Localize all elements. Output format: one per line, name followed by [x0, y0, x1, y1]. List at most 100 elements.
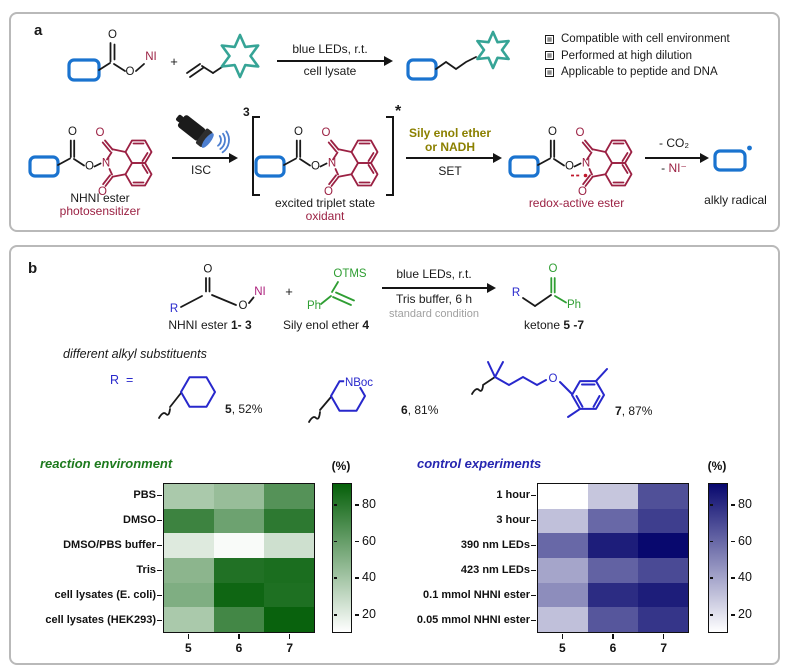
heatmap-cell: [164, 484, 214, 509]
colorbar-tick-mark: [730, 540, 735, 543]
oxygen-atom: O: [294, 126, 303, 138]
axis-tick-mark: [157, 519, 162, 522]
heatmap-cell: [264, 582, 314, 608]
heatmap-cell: [164, 508, 214, 534]
panel-a: [9, 12, 780, 232]
nhni-ester-1-3-structure: R O O NI: [170, 264, 266, 316]
star-tag-icon: [220, 33, 260, 79]
oxygen-atom: O: [549, 263, 558, 275]
colorbar-tick-label: 40: [738, 570, 752, 585]
compound-number: 7: [615, 404, 622, 418]
oxygen-atom: O: [85, 161, 94, 173]
colorbar-tick-mark: [354, 577, 359, 579]
r-equals: R =: [110, 373, 134, 387]
struct3-label: redox-active ester: [528, 196, 625, 210]
heatmap-row-label: DMSO: [123, 513, 156, 526]
nitrogen-atom: N: [102, 158, 110, 170]
feature-item: Compatible with cell environment: [545, 31, 730, 48]
colorbar-tick-mark: [730, 504, 735, 506]
colorbar-tick-mark: [709, 540, 714, 543]
heatmap-row-label: Tris: [136, 563, 156, 576]
b-condition-top: blue LEDs, r.t.: [396, 267, 472, 281]
set-label: SET: [438, 164, 462, 178]
feature-text: Compatible with cell environment: [561, 33, 730, 46]
heatmap-cell: [638, 533, 688, 558]
colorbar-tick-mark: [333, 504, 338, 506]
b-condition-mid: Tris buffer, 6 h: [395, 292, 473, 306]
feature-text: Applicable to peptide and DNA: [561, 66, 718, 79]
heatmap-cell: [638, 557, 688, 583]
heatmap-row-label: 0.1 mmol NHNI ester: [423, 588, 530, 601]
right-bracket: [386, 116, 394, 196]
ketone-label: ketone 5 -7: [498, 318, 610, 333]
colorbar-tick-mark: [730, 613, 735, 616]
axis-tick-mark: [157, 619, 162, 622]
heatmap-row-label: 3 hour: [496, 513, 530, 526]
heatmap-cell: [638, 582, 688, 608]
triplet-coefficient: 3: [243, 105, 250, 119]
alkene-star-reagent: [186, 33, 260, 79]
set-arrow: [406, 152, 502, 163]
struct1-label: NHNI ester: [70, 191, 130, 205]
silyl-enol-ether-structure: Ph OTMS: [307, 268, 367, 312]
heatmap-col-label: 6: [609, 641, 617, 655]
feature-item: Performed at high dilution: [545, 48, 730, 65]
heatmap-cell: [538, 508, 588, 534]
heatmap-row-label: DMSO/PBS buffer: [63, 538, 156, 551]
colorbar-tick-label: 20: [738, 606, 752, 621]
heatmap-col-label: 6: [235, 641, 243, 655]
substituent-6-structure: NBoc: [308, 375, 375, 423]
panel-b-label: b: [28, 260, 38, 277]
colorbar-tick-label: 40: [362, 570, 376, 585]
colorbar-tick-mark: [333, 577, 338, 579]
isc-arrow: [172, 152, 238, 163]
heatmap-cell: [638, 607, 688, 632]
heatmap-cell: [164, 582, 214, 608]
label-text: NHNI ester: [168, 318, 231, 332]
heatmap-cell: [214, 607, 264, 632]
heatmap-cell: [538, 557, 588, 583]
axis-tick-mark: [531, 519, 536, 522]
oxygen-atom: O: [576, 127, 585, 139]
axis-tick-mark: [531, 594, 536, 597]
alkyl-radical-structure: [713, 145, 752, 172]
axis-tick-mark: [157, 494, 162, 497]
compound-numbers: 5 -7: [563, 318, 585, 332]
heatmap-row-label: cell lysates (E. coli): [54, 588, 157, 601]
colorbar-tick-label: 80: [362, 496, 376, 511]
ni-anion: NI⁻: [668, 161, 687, 175]
struct4-label: alkly radical: [704, 193, 767, 207]
compound-number: 6: [401, 403, 408, 417]
axis-tick-mark: [157, 569, 162, 572]
colorbar-tick-mark: [709, 577, 714, 579]
nboc-group: NBoc: [345, 377, 373, 389]
substituent-5-structure: [158, 376, 216, 419]
yield-6: 6, 81%: [401, 403, 438, 418]
heatmap-col-label: 7: [286, 641, 293, 655]
colorbar-tick-label: 60: [362, 533, 376, 548]
colorbar-tick-mark: [333, 540, 338, 543]
nhni-ester-1-3-label: NHNI ester 1- 3: [147, 318, 273, 333]
heatmap-row-label: 390 nm LEDs: [460, 538, 530, 551]
axis-tick-mark: [187, 634, 190, 639]
heatmap-cell: [638, 484, 688, 509]
axis-tick-mark: [288, 634, 291, 639]
heatmap-cell: [538, 484, 588, 509]
reaction-arrow: [277, 55, 393, 66]
nhni-ester-generic-structure: O O NI: [67, 29, 157, 82]
flashlight-icon: [176, 114, 230, 154]
feature-item: Applicable to peptide and DNA: [545, 64, 730, 81]
nitrogen-atom: N: [582, 158, 590, 170]
fragmentation-arrow: [645, 152, 709, 163]
colorbar-tick-mark: [730, 577, 735, 579]
percent-label: (%): [707, 459, 727, 473]
star-tag-icon: [476, 30, 510, 70]
oxygen-atom: O: [239, 300, 248, 312]
colorbar-tick-mark: [333, 613, 338, 616]
oxygen-atom: O: [68, 126, 77, 138]
square-bullet-icon: [545, 51, 554, 61]
condition-top: blue LEDs, r.t.: [292, 42, 368, 56]
oxygen-atom: O: [322, 127, 331, 139]
ni-group: NI: [145, 51, 157, 63]
